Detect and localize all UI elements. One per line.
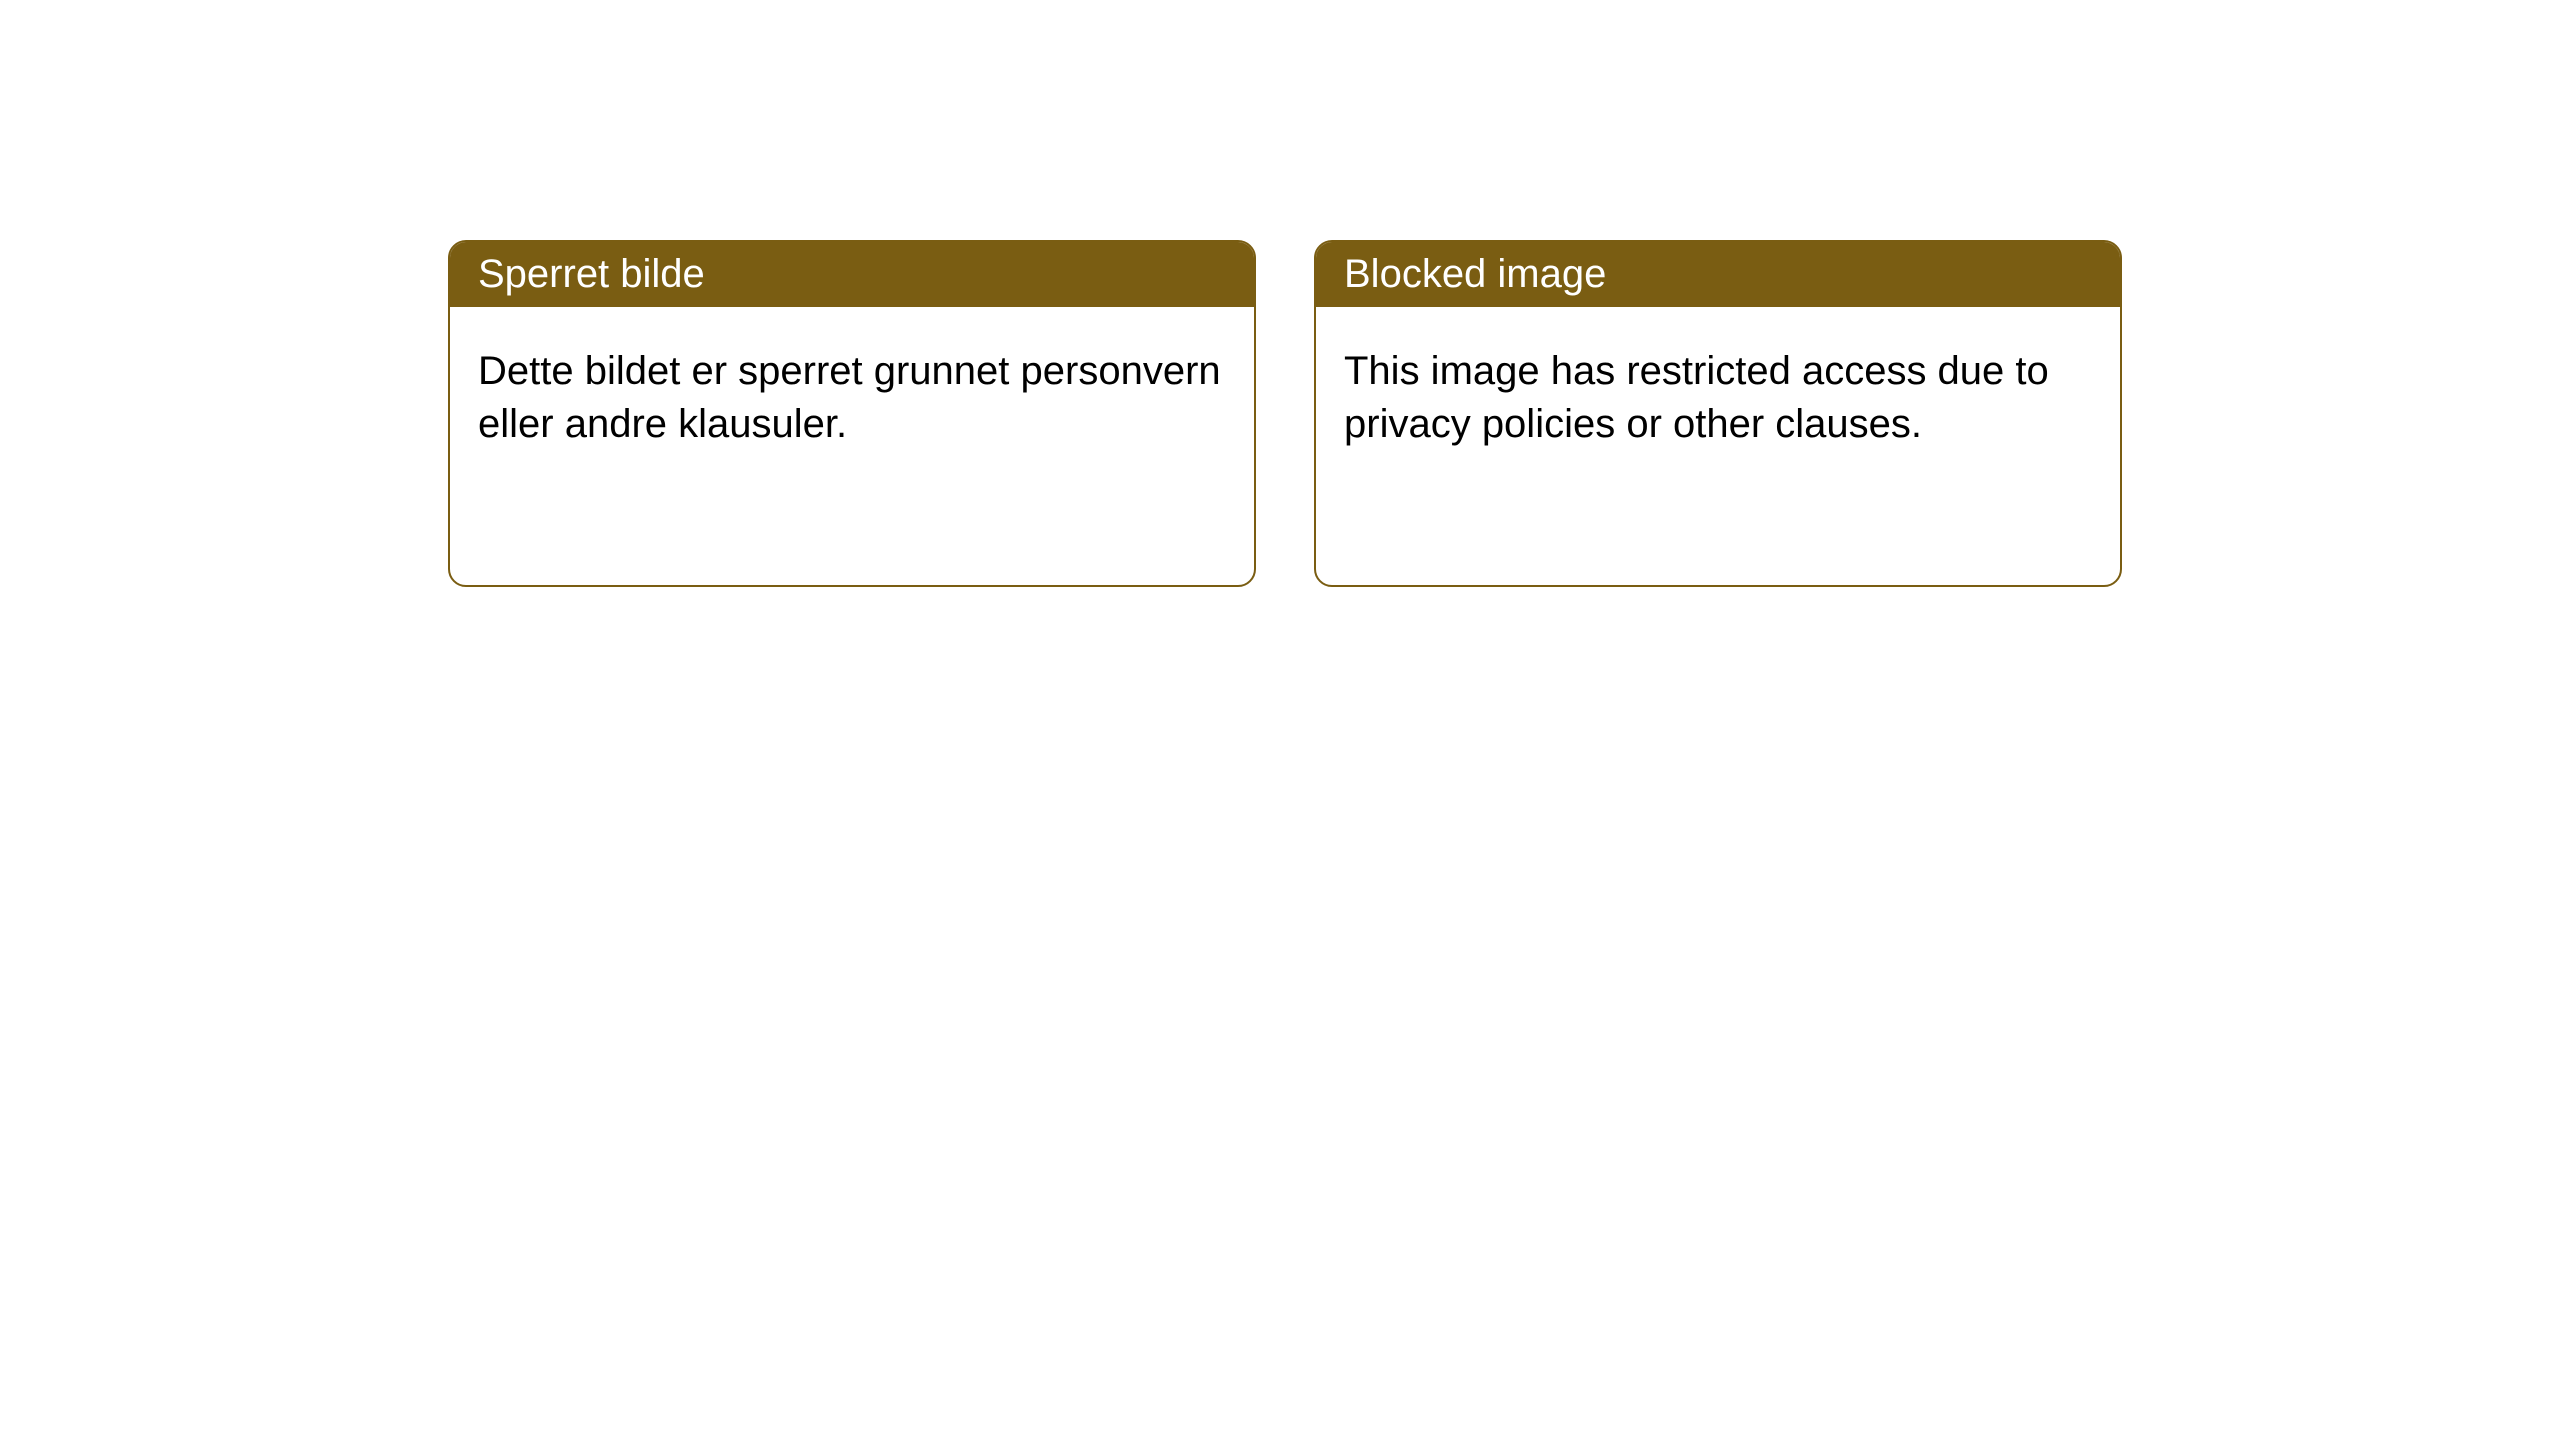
notice-container: Sperret bilde Dette bildet er sperret gr… [0,0,2560,587]
notice-card-norwegian: Sperret bilde Dette bildet er sperret gr… [448,240,1256,587]
notice-card-body: Dette bildet er sperret grunnet personve… [450,307,1254,585]
notice-card-english: Blocked image This image has restricted … [1314,240,2122,587]
notice-title: Blocked image [1344,252,1606,296]
notice-card-body: This image has restricted access due to … [1316,307,2120,585]
notice-text: This image has restricted access due to … [1344,345,2092,451]
notice-title: Sperret bilde [478,252,705,296]
notice-text: Dette bildet er sperret grunnet personve… [478,345,1226,451]
notice-card-header: Sperret bilde [450,242,1254,307]
notice-card-header: Blocked image [1316,242,2120,307]
